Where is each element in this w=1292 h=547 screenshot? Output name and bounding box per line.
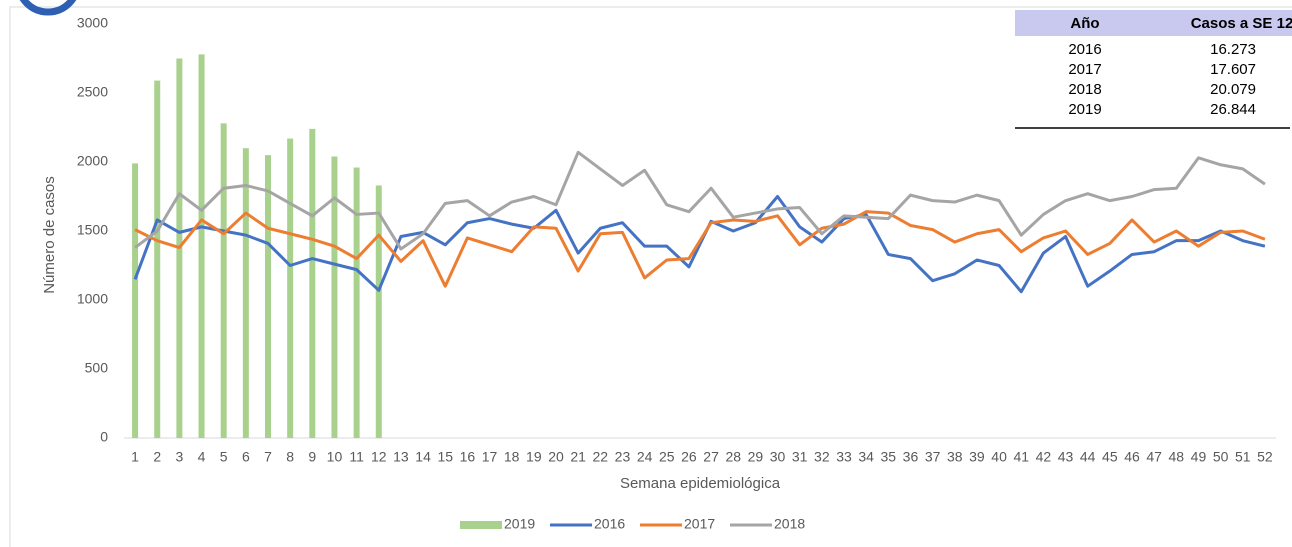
x-tick-label: 8 bbox=[286, 449, 294, 465]
bar bbox=[331, 156, 338, 439]
x-tick-label: 36 bbox=[903, 449, 919, 465]
line bbox=[134, 150, 1266, 251]
x-tick-label: 2 bbox=[153, 449, 161, 465]
line bbox=[134, 210, 1266, 288]
x-tick-label: 50 bbox=[1213, 449, 1229, 465]
table-header: Casos a SE 12 bbox=[1191, 15, 1292, 32]
bar bbox=[198, 54, 205, 439]
x-tick-label: 51 bbox=[1235, 449, 1251, 465]
line bbox=[133, 195, 1266, 294]
x-tick-label: 42 bbox=[1036, 449, 1052, 465]
chart-frame bbox=[9, 6, 1292, 547]
x-tick-label: 24 bbox=[637, 449, 653, 465]
x-axis-title: Semana epidemiológica bbox=[620, 475, 781, 492]
x-tick-label: 21 bbox=[570, 449, 586, 465]
x-tick-label: 45 bbox=[1102, 449, 1118, 465]
x-tick-label: 34 bbox=[858, 449, 874, 465]
y-tick-label: 1500 bbox=[77, 222, 108, 238]
x-tick-label: 33 bbox=[836, 449, 852, 465]
x-tick-label: 46 bbox=[1124, 449, 1140, 465]
table-cell: 26.844 bbox=[1210, 101, 1256, 118]
x-tick-label: 20 bbox=[548, 449, 564, 465]
y-tick-label: 2000 bbox=[77, 153, 108, 169]
x-tick-label: 38 bbox=[947, 449, 963, 465]
x-tick-label: 13 bbox=[393, 449, 409, 465]
bar bbox=[375, 185, 382, 438]
x-tick-label: 25 bbox=[659, 449, 675, 465]
x-tick-label: 23 bbox=[615, 449, 631, 465]
x-tick-label: 18 bbox=[504, 449, 520, 465]
y-axis-title: Número de casos bbox=[41, 176, 58, 294]
table-cell: 2017 bbox=[1068, 61, 1101, 78]
x-tick-label: 44 bbox=[1080, 449, 1096, 465]
x-tick-label: 32 bbox=[814, 449, 830, 465]
legend-label: 2018 bbox=[774, 516, 805, 532]
x-tick-label: 35 bbox=[881, 449, 897, 465]
x-tick-label: 48 bbox=[1169, 449, 1185, 465]
x-tick-label: 41 bbox=[1013, 449, 1029, 465]
x-tick-label: 9 bbox=[308, 449, 316, 465]
bar bbox=[220, 123, 227, 439]
x-tick-label: 16 bbox=[460, 449, 476, 465]
logo bbox=[19, 0, 77, 16]
legend-label: 2016 bbox=[594, 516, 625, 532]
x-tick-label: 49 bbox=[1191, 449, 1207, 465]
x-tick-label: 6 bbox=[242, 449, 250, 465]
bar bbox=[132, 163, 139, 438]
legend-label: 2017 bbox=[684, 516, 715, 532]
y-tick-label: 3000 bbox=[77, 15, 108, 31]
bar bbox=[309, 128, 316, 438]
x-tick-label: 12 bbox=[371, 449, 387, 465]
x-tick-label: 40 bbox=[991, 449, 1007, 465]
x-tick-label: 52 bbox=[1257, 449, 1273, 465]
x-tick-label: 43 bbox=[1058, 449, 1074, 465]
x-tick-label: 22 bbox=[593, 449, 609, 465]
x-tick-label: 29 bbox=[748, 449, 764, 465]
y-tick-label: 1000 bbox=[77, 291, 108, 307]
x-tick-label: 47 bbox=[1146, 449, 1162, 465]
table-cell: 20.079 bbox=[1210, 81, 1256, 98]
table-cell: 17.607 bbox=[1210, 61, 1256, 78]
table-cell: 2019 bbox=[1068, 101, 1101, 118]
bar bbox=[265, 155, 271, 438]
x-tick-label: 4 bbox=[198, 449, 206, 465]
x-tick-label: 3 bbox=[175, 449, 183, 465]
x-tick-label: 15 bbox=[437, 449, 453, 465]
table-header: Año bbox=[1070, 15, 1099, 32]
legend-swatch bbox=[460, 521, 502, 529]
table-cell: 2018 bbox=[1068, 81, 1101, 98]
x-tick-label: 14 bbox=[415, 449, 431, 465]
x-tick-label: 17 bbox=[482, 449, 498, 465]
x-tick-label: 19 bbox=[526, 449, 542, 465]
bar bbox=[353, 167, 360, 438]
y-tick-label: 2500 bbox=[77, 84, 108, 100]
x-tick-label: 7 bbox=[264, 449, 272, 465]
y-tick-label: 500 bbox=[85, 360, 109, 376]
x-tick-label: 27 bbox=[703, 449, 719, 465]
x-tick-label: 26 bbox=[681, 449, 697, 465]
x-tick-label: 28 bbox=[725, 449, 741, 465]
x-tick-label: 10 bbox=[327, 449, 343, 465]
x-tick-label: 30 bbox=[770, 449, 786, 465]
y-tick-label: 0 bbox=[100, 429, 108, 445]
bar bbox=[242, 148, 249, 438]
table-cell: 16.273 bbox=[1210, 41, 1256, 58]
table-cell: 2016 bbox=[1068, 41, 1101, 58]
legend-label: 2019 bbox=[504, 516, 535, 532]
x-tick-label: 5 bbox=[220, 449, 228, 465]
bar bbox=[287, 138, 294, 439]
table-header-bg bbox=[1015, 10, 1292, 36]
x-tick-label: 11 bbox=[349, 449, 364, 465]
bar bbox=[154, 80, 161, 438]
x-tick-label: 1 bbox=[131, 449, 139, 465]
x-tick-label: 31 bbox=[792, 449, 808, 465]
x-tick-label: 37 bbox=[925, 449, 941, 465]
x-tick-label: 39 bbox=[969, 449, 985, 465]
